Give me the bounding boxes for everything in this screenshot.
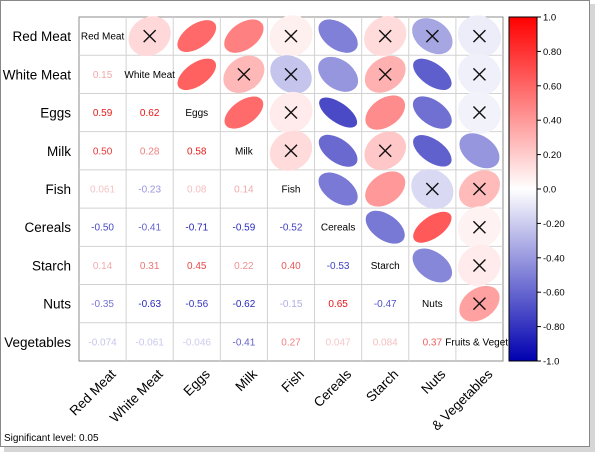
diagonal-label: Cereals xyxy=(321,223,355,234)
diagonal-label: Eggs xyxy=(185,108,208,119)
correlation-value: 0.27 xyxy=(281,337,301,348)
correlation-value: -0.56 xyxy=(185,299,208,310)
correlation-value: 0.59 xyxy=(93,108,113,119)
row-label: Nuts xyxy=(43,297,71,312)
correlation-value: -0.71 xyxy=(185,223,208,234)
diagonal-label: Fruits & Vegeta xyxy=(445,337,514,348)
color-scale-tick-label: -0.20 xyxy=(543,219,565,230)
correlation-value: 0.65 xyxy=(328,299,348,310)
row-label: Milk xyxy=(47,144,71,159)
correlation-value: 0.37 xyxy=(423,337,443,348)
significance-footnote: Significant level: 0.05 xyxy=(4,433,99,444)
correlation-value: -0.41 xyxy=(232,337,255,348)
correlation-value: 0.40 xyxy=(281,261,301,272)
row-label: White Meat xyxy=(3,67,72,82)
correlation-value: -0.074 xyxy=(88,337,117,348)
correlation-value: -0.52 xyxy=(280,223,303,234)
correlation-value: 0.15 xyxy=(93,70,113,81)
correlation-value: 0.084 xyxy=(373,337,398,348)
diagonal-label: White Meat xyxy=(124,70,175,81)
color-scale-tick-label: 1.0 xyxy=(543,13,556,24)
color-scale-tick-label: -0.80 xyxy=(543,322,565,333)
correlation-value: -0.63 xyxy=(138,299,161,310)
correlation-value: -0.35 xyxy=(91,299,114,310)
correlation-value: 0.50 xyxy=(93,146,113,157)
diagonal-label: Red Meat xyxy=(81,32,125,43)
correlation-value: -0.59 xyxy=(232,223,255,234)
row-label: Cereals xyxy=(24,220,71,235)
color-scale-tick-label: -0.60 xyxy=(543,288,565,299)
color-scale-tick-label: 0.20 xyxy=(543,150,562,161)
color-scale-tick-label: 0.60 xyxy=(543,81,562,92)
color-scale-tick-label: 0.40 xyxy=(543,116,562,127)
figure-shadow-right xyxy=(590,4,595,451)
correlation-value: -0.41 xyxy=(138,223,161,234)
correlation-value: -0.23 xyxy=(138,185,161,196)
row-label: Starch xyxy=(32,258,71,273)
correlation-value: -0.53 xyxy=(327,261,350,272)
correlation-value: 0.45 xyxy=(187,261,207,272)
correlation-value: 0.62 xyxy=(140,108,160,119)
color-scale-tick-label: 0.0 xyxy=(543,185,556,196)
color-scale-tick-label: -0.40 xyxy=(543,253,565,264)
correlation-value: 0.08 xyxy=(187,185,207,196)
correlation-value: -0.046 xyxy=(183,337,212,348)
correlation-value: -0.47 xyxy=(374,299,397,310)
correlation-value: 0.14 xyxy=(234,185,254,196)
diagonal-label: Fish xyxy=(282,185,301,196)
diagonal-label: Nuts xyxy=(422,299,443,310)
row-label: Vegetables xyxy=(4,335,71,350)
correlation-value: -0.62 xyxy=(232,299,255,310)
row-label: Eggs xyxy=(40,106,71,121)
correlation-value: 0.14 xyxy=(93,261,113,272)
figure-shadow-bottom xyxy=(4,447,595,452)
correlation-value: 0.047 xyxy=(326,337,351,348)
correlation-value: 0.22 xyxy=(234,261,254,272)
correlation-value: 0.28 xyxy=(140,146,160,157)
row-label: Red Meat xyxy=(12,29,71,44)
correlation-value: -0.061 xyxy=(135,337,164,348)
diagonal-label: Milk xyxy=(235,146,254,157)
correlation-value: -0.15 xyxy=(280,299,303,310)
correlation-value: 0.58 xyxy=(187,146,207,157)
color-scale-bar xyxy=(509,17,537,361)
color-scale-tick-label: 0.80 xyxy=(543,47,562,58)
correlation-value: 0.061 xyxy=(90,185,115,196)
row-label: Fish xyxy=(45,182,71,197)
color-scale-tick-label: -1.0 xyxy=(543,357,559,368)
correlation-value: -0.50 xyxy=(91,223,114,234)
diagonal-label: Starch xyxy=(371,261,400,272)
correlation-value: 0.31 xyxy=(140,261,160,272)
